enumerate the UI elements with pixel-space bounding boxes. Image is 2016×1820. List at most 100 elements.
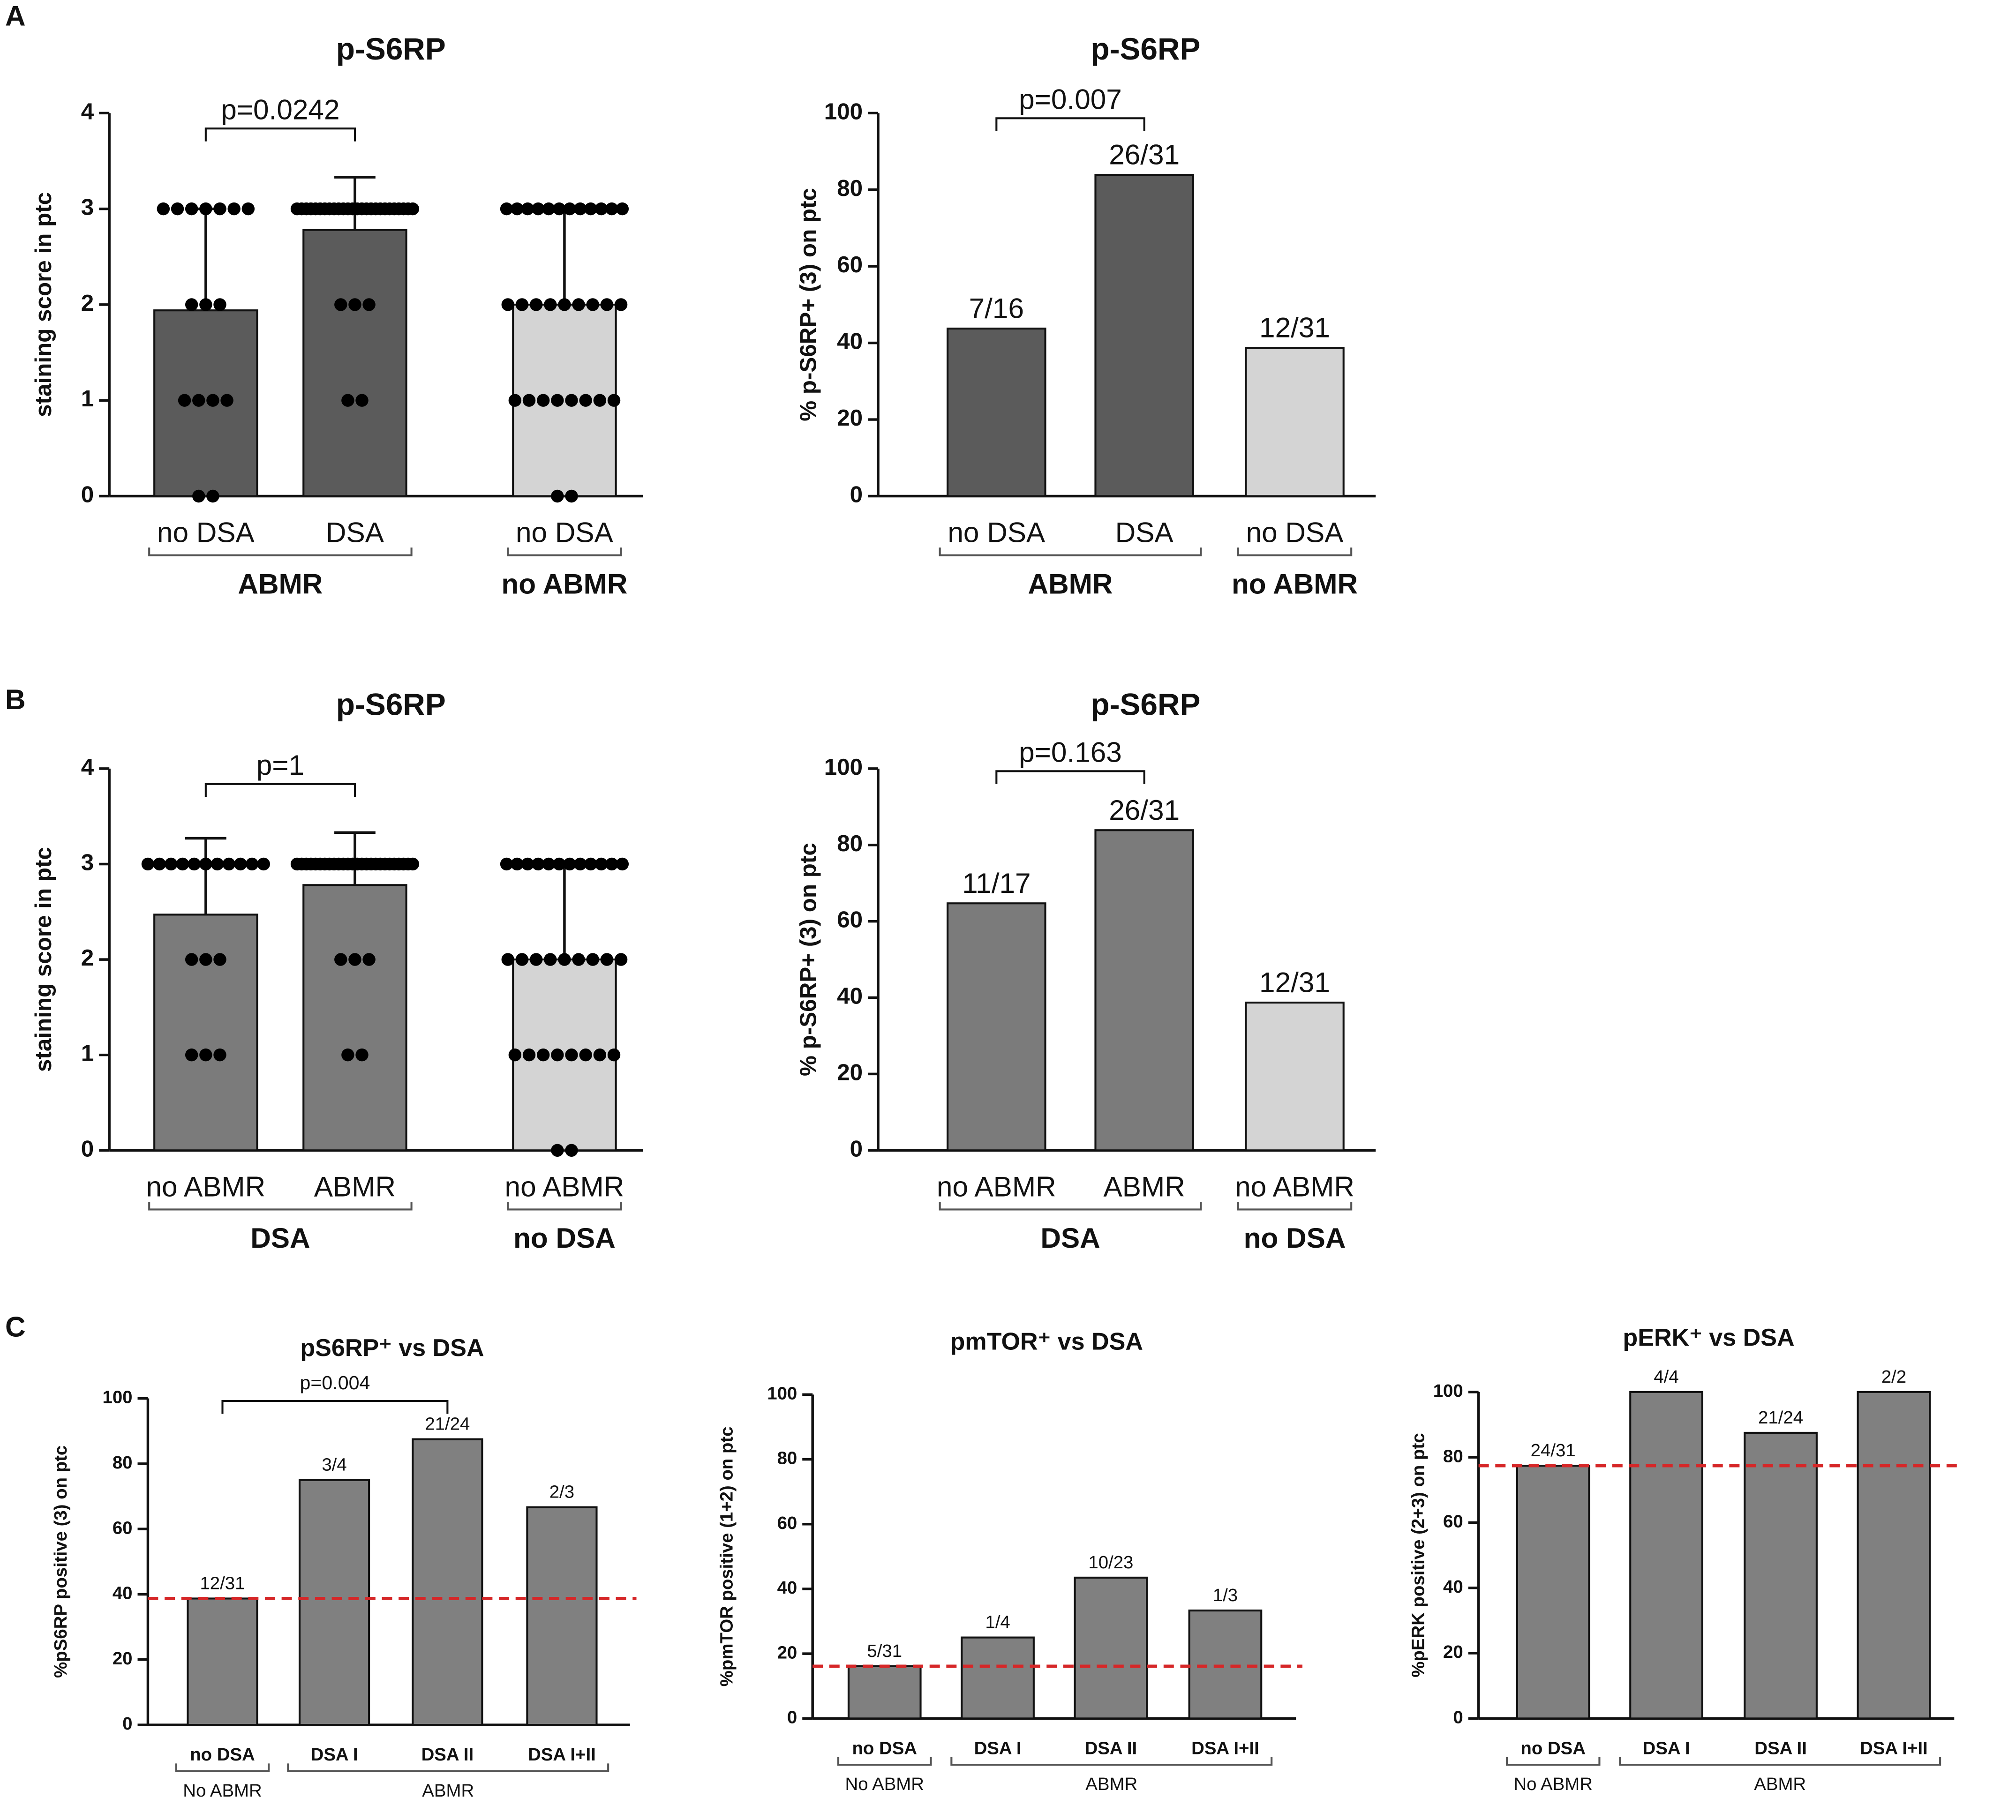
data-point: [529, 953, 543, 966]
value-label: 7/16: [969, 292, 1024, 324]
bar: [187, 1597, 258, 1726]
data-point: [192, 394, 205, 407]
x-tick-label: DSA: [1115, 517, 1174, 548]
y-tick-label: 80: [777, 1448, 797, 1468]
bar: [1744, 1431, 1818, 1720]
y-tick-label: 0: [850, 482, 863, 508]
x-tick-label: DSA I: [974, 1738, 1022, 1758]
value-label: 11/17: [962, 867, 1031, 899]
y-tick-label: 100: [103, 1387, 133, 1408]
chart-title: p-S6RP: [1091, 687, 1200, 722]
data-point: [199, 953, 212, 966]
x-tick-label: no ABMR: [1235, 1171, 1354, 1203]
chart-title: pS6RP⁺ vs DSA: [300, 1334, 484, 1362]
data-point: [171, 202, 184, 216]
chart-title: p-S6RP: [336, 687, 446, 722]
x-tick-label: DSA I: [311, 1745, 358, 1765]
value-label: 2/2: [1881, 1367, 1906, 1387]
y-tick-label: 40: [1443, 1577, 1463, 1597]
y-axis-label: % p-S6RP+ (3) on ptc: [796, 843, 821, 1076]
data-point: [511, 857, 524, 871]
comparison-bracket: [204, 783, 356, 797]
data-point: [529, 298, 543, 311]
data-point: [199, 298, 212, 311]
y-tick-label: 100: [1433, 1381, 1463, 1401]
data-point: [157, 202, 170, 216]
bar: [1857, 1391, 1931, 1720]
data-point: [616, 857, 629, 871]
group-label: no DSA: [1244, 1222, 1346, 1254]
data-point: [614, 298, 628, 311]
y-tick-label: 20: [113, 1648, 133, 1669]
y-tick-label: 20: [777, 1642, 797, 1663]
y-tick-label: 80: [837, 831, 863, 856]
y-tick-label: 3: [81, 195, 94, 220]
value-label: 2/3: [549, 1482, 574, 1502]
y-tick-label: 0: [122, 1714, 132, 1734]
data-point: [213, 953, 226, 966]
data-point: [584, 202, 597, 216]
group-label: no DSA: [513, 1222, 616, 1254]
data-point: [532, 857, 545, 871]
data-point: [188, 857, 201, 871]
data-point: [211, 857, 224, 871]
data-point: [586, 298, 599, 311]
x-tick-label: no DSA: [157, 517, 255, 548]
y-tick-label: 60: [113, 1518, 133, 1538]
y-tick-label: 40: [837, 329, 863, 354]
bar: [1094, 829, 1194, 1152]
group-bracket: [950, 1757, 1273, 1766]
bar: [1094, 174, 1194, 497]
data-point: [572, 953, 585, 966]
y-tick-label: 40: [837, 983, 863, 1009]
y-tick-label: 60: [777, 1513, 797, 1533]
y-tick-label: 60: [837, 252, 863, 277]
data-point: [605, 857, 618, 871]
data-point: [199, 202, 212, 216]
data-point: [341, 1048, 354, 1062]
data-point: [141, 857, 155, 871]
value-label: 24/31: [1531, 1440, 1576, 1460]
data-point: [542, 857, 555, 871]
data-point: [600, 953, 614, 966]
y-tick-label: 0: [1453, 1708, 1463, 1728]
data-point: [542, 202, 555, 216]
comparison-bracket: [995, 117, 1145, 131]
data-point: [565, 489, 578, 503]
data-point: [553, 857, 566, 871]
chart-title: pmTOR⁺ vs DSA: [950, 1328, 1143, 1355]
data-point: [362, 298, 376, 311]
y-tick-label: 20: [837, 1059, 863, 1085]
data-point: [501, 953, 514, 966]
x-tick-label: no DSA: [948, 517, 1046, 548]
bar: [302, 884, 407, 1152]
data-point: [572, 298, 585, 311]
chart-title: p-S6RP: [336, 31, 446, 66]
y-tick-label: 80: [837, 175, 863, 201]
data-point: [192, 489, 205, 503]
bar: [153, 309, 258, 497]
y-tick-label: 0: [787, 1708, 797, 1728]
bar: [1629, 1391, 1703, 1720]
x-tick-label: no DSA: [516, 517, 614, 548]
data-point: [334, 298, 347, 311]
y-tick-label: 0: [81, 482, 94, 508]
data-point: [362, 953, 376, 966]
group-bracket: [287, 1763, 609, 1772]
data-point: [213, 298, 226, 311]
bar: [1188, 1609, 1263, 1720]
group-label: ABMR: [1085, 1774, 1137, 1794]
group-label: no ABMR: [1232, 568, 1358, 599]
group-label: DSA: [250, 1222, 310, 1254]
x-tick-label: no DSA: [852, 1738, 917, 1758]
x-tick-label: DSA II: [421, 1745, 474, 1765]
x-tick-label: ABMR: [314, 1171, 396, 1203]
data-point: [515, 953, 529, 966]
data-point: [500, 202, 513, 216]
value-label: 12/31: [1259, 312, 1330, 344]
group-bracket: [1619, 1757, 1941, 1766]
data-point: [178, 394, 191, 407]
x-tick-label: DSA II: [1754, 1738, 1807, 1758]
data-point: [594, 202, 608, 216]
group-label: No ABMR: [845, 1774, 924, 1794]
